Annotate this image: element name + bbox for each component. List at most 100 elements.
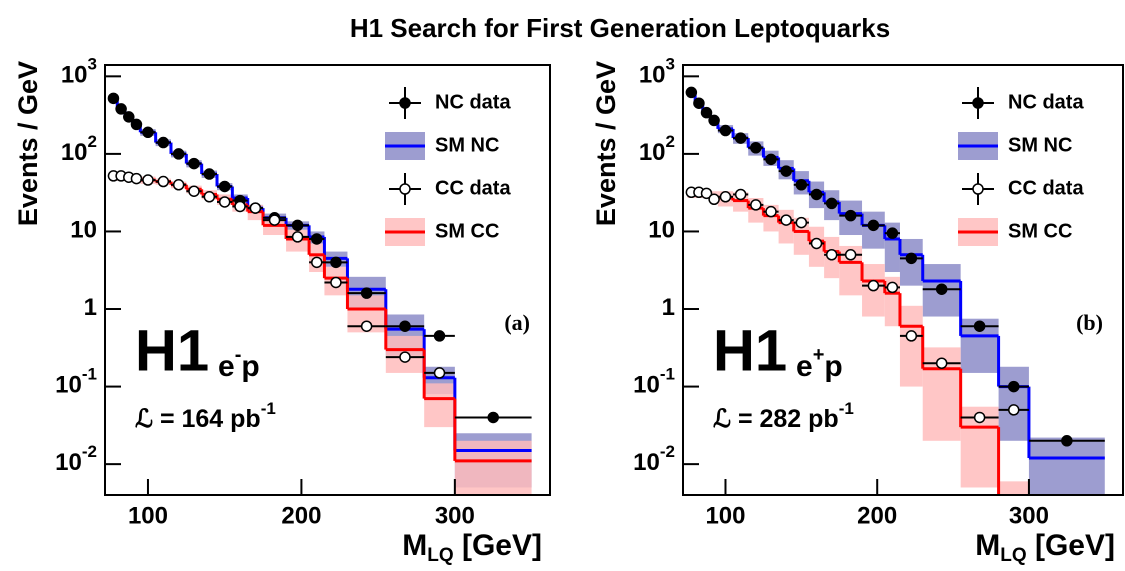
data-point	[249, 202, 262, 214]
data-point	[123, 111, 135, 123]
data-point	[487, 411, 499, 424]
x-label-sub: LQ	[1000, 545, 1026, 566]
data-point	[886, 227, 899, 239]
figure-title: H1 Search for First Generation Leptoquar…	[350, 13, 890, 43]
plot-frame	[682, 64, 1124, 496]
x-tick-label: 100	[705, 502, 745, 529]
data-point	[188, 185, 200, 197]
data-point	[291, 219, 304, 232]
legend-label: SM NC	[1008, 134, 1072, 156]
y-tick-label: 103	[61, 55, 97, 89]
legend-label: SM NC	[435, 134, 499, 156]
y-tick-base: 10	[639, 62, 666, 89]
data-point	[203, 191, 216, 203]
beam-base: e	[218, 350, 235, 383]
data-point	[795, 216, 808, 229]
data-point	[844, 209, 857, 222]
legend-label: CC data	[435, 177, 511, 199]
data-point	[1061, 435, 1073, 447]
x-tick-label: 200	[857, 502, 897, 529]
data-point	[973, 411, 986, 424]
y-tick-label: 10	[648, 217, 675, 244]
data-point	[157, 136, 170, 149]
data-point	[795, 179, 808, 191]
y-tick-base: 10	[648, 217, 675, 244]
legend-marker	[399, 183, 411, 195]
y-tick-label: 10-2	[633, 443, 675, 477]
data-point	[765, 205, 777, 218]
uncertainty-band	[839, 245, 863, 296]
data-point	[433, 330, 446, 342]
data-point	[750, 142, 762, 154]
y-tick-label: 103	[639, 55, 675, 89]
legend-marker	[972, 183, 984, 195]
data-point	[734, 188, 747, 201]
y-tick-label: 10-1	[55, 365, 97, 399]
data-point	[719, 191, 732, 203]
legend-label: CC data	[1008, 177, 1084, 199]
panel-label: (a)	[504, 310, 530, 335]
y-tick-label: 1	[662, 294, 675, 321]
y-tick-sup: 2	[88, 132, 97, 151]
beam-label: e+p	[796, 344, 843, 383]
data-point	[107, 92, 120, 105]
y-tick-base: 10	[70, 217, 97, 244]
y-axis-label: Events / GeV	[13, 61, 43, 226]
luminosity-label: ℒ = 282 pb-1	[713, 399, 854, 432]
beam-sup: +	[813, 344, 825, 366]
data-point	[867, 219, 880, 232]
legend-label: NC data	[1008, 91, 1084, 113]
y-tick-sup: -2	[660, 443, 675, 462]
data-point	[330, 276, 342, 289]
y-tick-base: 1	[84, 294, 97, 321]
y-tick-sup: -1	[82, 365, 97, 384]
x-tick-label: 100	[128, 502, 168, 529]
lumi-sup: -1	[839, 399, 854, 418]
data-point	[867, 279, 880, 292]
y-tick-label: 10-1	[633, 365, 675, 399]
data-point	[1008, 380, 1020, 393]
x-tick-label: 300	[435, 502, 475, 529]
data-point	[311, 233, 323, 245]
legend-label: SM CC	[1008, 220, 1072, 242]
data-point	[700, 187, 713, 200]
legend-label: NC data	[435, 91, 511, 113]
data-point	[218, 196, 231, 208]
data-point	[188, 157, 200, 170]
data-point	[973, 320, 986, 332]
data-point	[399, 351, 411, 363]
data-point	[130, 118, 143, 131]
data-point	[433, 367, 446, 379]
x-label-tail: [GeV]	[454, 529, 542, 562]
data-point	[780, 165, 792, 177]
uncertainty-band	[1028, 437, 1105, 495]
data-point	[708, 114, 720, 127]
plot-area	[107, 92, 532, 495]
uncertainty-band	[899, 305, 923, 387]
y-tick-base: 10	[55, 449, 82, 476]
data-point	[203, 168, 216, 180]
beam-label: e-p	[218, 344, 260, 383]
data-point	[780, 214, 792, 226]
x-label-tail: [GeV]	[1027, 529, 1115, 562]
data-point	[330, 256, 342, 269]
beam-tail: p	[241, 350, 259, 383]
data-point	[935, 357, 948, 369]
data-point	[218, 180, 231, 193]
data-point	[708, 193, 720, 206]
y-axis-label: Events / GeV	[591, 61, 621, 226]
x-label-main: M	[975, 529, 1000, 562]
uncertainty-band	[424, 383, 455, 428]
data-point	[825, 249, 838, 261]
panel-label: (b)	[1076, 310, 1103, 335]
uncertainty-band	[998, 481, 1029, 495]
data-point	[905, 330, 918, 342]
lumi-base: ℒ = 164 pb	[135, 405, 261, 433]
beam-tail: p	[824, 350, 842, 383]
y-tick-base: 10	[633, 449, 660, 476]
x-label-main: M	[402, 529, 427, 562]
uncertainty-band	[793, 217, 809, 255]
y-tick-label: 102	[61, 132, 97, 166]
data-point	[142, 174, 154, 186]
